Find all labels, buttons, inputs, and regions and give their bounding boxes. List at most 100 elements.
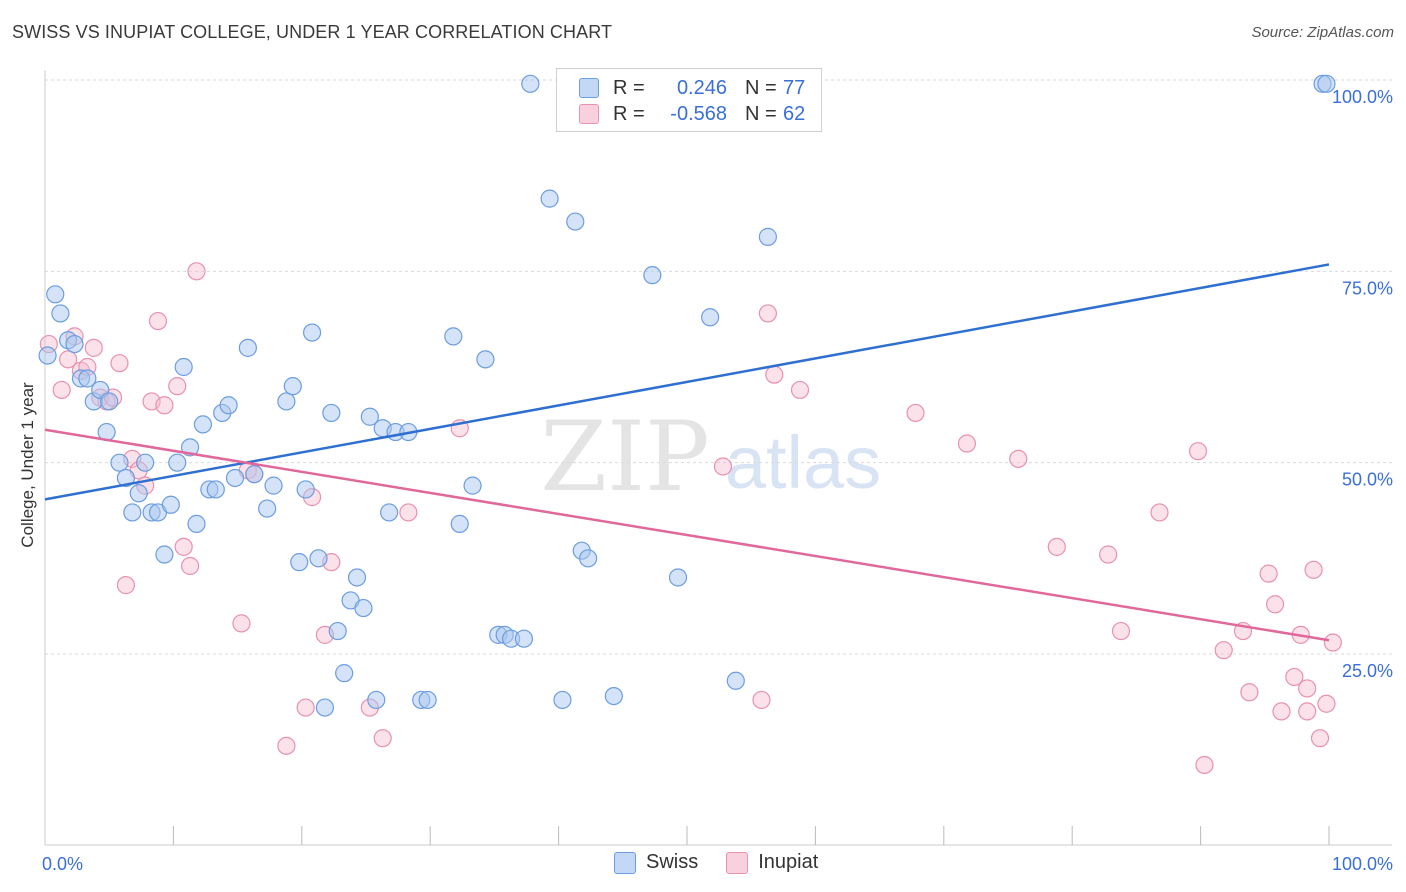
inupiat-n-value: 62 — [783, 102, 806, 125]
inupiat-point — [52, 380, 71, 400]
swiss-point — [463, 476, 482, 495]
inupiat-trend-line — [44, 428, 1330, 642]
series-legend: Swiss Inupiat — [614, 851, 846, 874]
inupiat-point — [906, 403, 925, 423]
inupiat-point — [1265, 595, 1285, 614]
swiss-point — [193, 415, 213, 434]
swiss-n-label: N = — [745, 76, 777, 99]
swiss-point — [187, 514, 206, 533]
inupiat-point — [277, 736, 296, 755]
inupiat-point — [110, 354, 129, 373]
inupiat-point — [187, 262, 206, 281]
swiss-point — [566, 212, 585, 231]
swiss-point — [302, 323, 322, 342]
swiss-point — [123, 503, 142, 522]
swiss-point — [726, 671, 745, 690]
inupiat-point — [1298, 679, 1317, 698]
swiss-point — [277, 392, 296, 411]
inupiat-point — [1285, 667, 1304, 687]
y-tick-label: 75.0% — [1342, 278, 1393, 298]
inupiat-point — [84, 338, 103, 357]
swiss-point — [315, 698, 335, 717]
swiss-point — [238, 338, 257, 357]
swiss-point — [283, 377, 302, 396]
swiss-r-value: 0.246 — [676, 76, 727, 99]
swiss-point — [245, 465, 264, 484]
inupiat-point — [148, 311, 168, 331]
legend-row-swiss: R = 0.246 N = 77 — [579, 76, 805, 100]
swiss-point — [258, 499, 277, 518]
inupiat-point — [713, 457, 733, 476]
watermark-zip: ZIP — [540, 401, 709, 513]
swiss-n-value: 77 — [783, 76, 806, 99]
inupiat-point — [957, 434, 977, 453]
grid — [45, 79, 1392, 655]
inupiat-point — [1188, 442, 1208, 461]
inupiat-point — [790, 380, 810, 400]
inupiat-point — [59, 350, 78, 369]
inupiat-point — [155, 396, 174, 415]
inupiat-point — [765, 365, 784, 384]
swiss-point — [553, 690, 572, 710]
inupiat-point — [373, 729, 392, 748]
inupiat-point — [1240, 683, 1259, 702]
inupiat-point — [1304, 560, 1323, 579]
x-tick-label: 0.0% — [42, 854, 83, 874]
swiss-point — [347, 568, 367, 587]
swiss-point — [206, 480, 225, 499]
swiss-trend-line — [44, 263, 1330, 501]
swiss-point — [290, 553, 309, 572]
swiss-point — [354, 598, 373, 618]
inupiat-point — [1150, 503, 1169, 522]
swiss-point — [540, 189, 559, 208]
swiss-point — [309, 549, 328, 568]
inupiat-point — [758, 304, 777, 323]
y-axis-label: College, Under 1 year — [18, 382, 37, 548]
inupiat-point — [752, 690, 771, 710]
swiss-point — [161, 495, 180, 514]
inupiat-point — [296, 698, 315, 717]
swiss-point — [264, 476, 283, 495]
inupiat-point — [1214, 641, 1233, 660]
swiss-point — [1317, 74, 1336, 93]
swiss-point — [418, 690, 437, 710]
swiss-point — [110, 453, 129, 472]
swiss-point — [380, 503, 399, 522]
inupiat-point — [180, 556, 200, 576]
swiss-point — [174, 357, 193, 377]
swiss-point — [116, 468, 135, 488]
inupiat-point — [1259, 564, 1278, 583]
y-tick-label: 50.0% — [1342, 470, 1393, 490]
inupiat-point — [1111, 621, 1131, 641]
swiss-point — [514, 629, 534, 648]
swiss-point — [296, 480, 315, 499]
inupiat-legend-label: Inupiat — [758, 851, 819, 873]
inupiat-point — [1047, 537, 1066, 556]
swiss-point — [219, 396, 238, 415]
swiss-point — [168, 453, 187, 472]
swiss-point — [335, 664, 354, 683]
chart-title: SWISS VS INUPIAT COLLEGE, UNDER 1 YEAR C… — [12, 22, 613, 42]
swiss-point — [444, 327, 463, 346]
inupiat-point — [1310, 729, 1330, 748]
swiss-point — [51, 304, 70, 323]
swiss-r-label: R = — [613, 76, 645, 99]
swiss-point — [136, 453, 155, 472]
swiss-point — [328, 621, 347, 641]
swiss-points — [38, 74, 1336, 717]
inupiat-point — [232, 614, 251, 633]
swiss-point — [476, 350, 495, 369]
swiss-point — [521, 74, 540, 93]
swiss-point — [46, 285, 65, 304]
swiss-legend-label: Swiss — [646, 851, 699, 873]
inupiat-point — [1099, 545, 1118, 564]
inupiat-point — [1317, 694, 1336, 713]
swiss-point — [100, 392, 119, 411]
swiss-point — [155, 545, 174, 564]
inupiat-r-label: R = — [613, 102, 645, 125]
inupiat-point — [1298, 702, 1317, 721]
x-tick-label: 100.0% — [1332, 854, 1393, 874]
inupiat-point — [1195, 755, 1214, 775]
inupiat-point — [174, 537, 193, 556]
y-tick-label: 25.0% — [1342, 661, 1393, 681]
